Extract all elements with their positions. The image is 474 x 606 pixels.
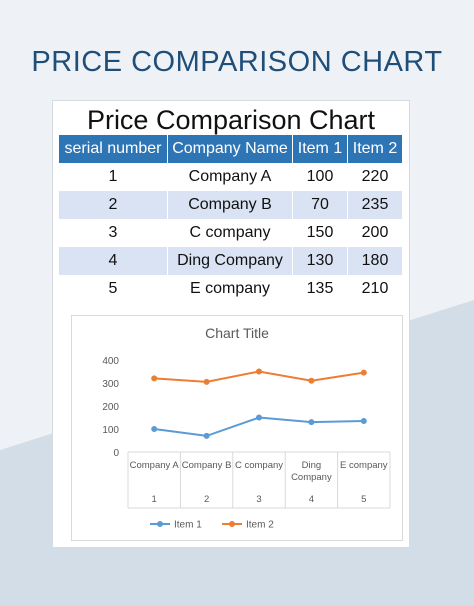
item1-cell: 100 xyxy=(292,163,348,191)
series-point-2 xyxy=(203,378,210,385)
serial-cell: 4 xyxy=(59,247,168,275)
x-index-label: 5 xyxy=(361,494,366,505)
y-tick-label: 300 xyxy=(102,379,119,390)
column-header-item1: Item 1 xyxy=(292,135,348,163)
series-point-2 xyxy=(308,377,315,384)
company-cell: E company xyxy=(167,275,293,303)
serial-cell: 1 xyxy=(59,163,168,191)
page-heading: PRICE COMPARISON CHART xyxy=(31,46,443,78)
column-header-serial: serial number xyxy=(59,135,168,163)
legend-marker xyxy=(229,521,235,527)
table-row: 1 Company A 100 220 xyxy=(59,163,403,191)
x-tick-label: Company B xyxy=(182,460,232,471)
item2-cell: 220 xyxy=(347,163,403,191)
table-row: 4 Ding Company 130 180 xyxy=(59,247,403,275)
line-chart: Chart Title 0 100 200 300 400 Company A 1 Compan… xyxy=(71,315,403,541)
table-header-row: serial number Company Name Item 1 Item 2 xyxy=(59,135,403,163)
table-row: 5 E company 135 210 xyxy=(59,275,403,303)
x-tick-label: Company xyxy=(291,472,332,483)
x-index-label: 2 xyxy=(204,494,209,505)
serial-cell: 2 xyxy=(59,191,168,219)
series-point-1 xyxy=(308,419,315,426)
x-tick-label: Ding xyxy=(302,460,322,471)
item1-cell: 135 xyxy=(292,275,348,303)
serial-cell: 3 xyxy=(59,219,168,247)
item2-cell: 200 xyxy=(347,219,403,247)
legend-marker xyxy=(157,521,163,527)
x-index-label: 1 xyxy=(152,494,157,505)
table-row: 3 C company 150 200 xyxy=(59,219,403,247)
x-tick-label: Company A xyxy=(130,460,180,471)
item2-cell: 210 xyxy=(347,275,403,303)
y-tick-label: 0 xyxy=(113,448,119,459)
x-tick-label: C company xyxy=(235,460,283,471)
series-point-2 xyxy=(360,369,367,376)
y-tick-label: 400 xyxy=(102,356,119,367)
serial-cell: 5 xyxy=(59,275,168,303)
legend-label: Item 2 xyxy=(246,520,274,531)
column-header-item2: Item 2 xyxy=(347,135,403,163)
series-point-1 xyxy=(151,426,158,432)
item2-cell: 235 xyxy=(347,191,403,219)
x-tick-label: E company xyxy=(340,460,388,471)
series-point-2 xyxy=(151,375,158,382)
column-header-company: Company Name xyxy=(167,135,293,163)
legend-label: Item 1 xyxy=(174,520,202,531)
spreadsheet-card: Price Comparison Chart serial number Com… xyxy=(52,100,410,548)
company-cell: Company A xyxy=(167,163,293,191)
item1-cell: 130 xyxy=(292,247,348,275)
chart-title: Chart Title xyxy=(205,325,269,341)
table-row: 2 Company B 70 235 xyxy=(59,191,403,219)
company-cell: Company B xyxy=(167,191,293,219)
x-index-label: 4 xyxy=(309,494,314,505)
item2-cell: 180 xyxy=(347,247,403,275)
price-table: serial number Company Name Item 1 Item 2… xyxy=(59,135,403,303)
item1-cell: 70 xyxy=(292,191,348,219)
series-point-1 xyxy=(203,432,210,439)
company-cell: C company xyxy=(167,219,293,247)
series-point-1 xyxy=(256,414,262,421)
y-tick-label: 200 xyxy=(102,402,119,413)
y-tick-label: 100 xyxy=(102,425,119,436)
x-index-label: 3 xyxy=(256,494,261,505)
company-cell: Ding Company xyxy=(167,247,293,275)
sheet-title: Price Comparison Chart xyxy=(86,105,376,135)
series-point-2 xyxy=(256,368,262,375)
item1-cell: 150 xyxy=(292,219,348,247)
chart-canvas: Chart Title 0 100 200 300 400 Company A 1 Compan… xyxy=(102,325,391,531)
series-point-1 xyxy=(360,417,367,424)
